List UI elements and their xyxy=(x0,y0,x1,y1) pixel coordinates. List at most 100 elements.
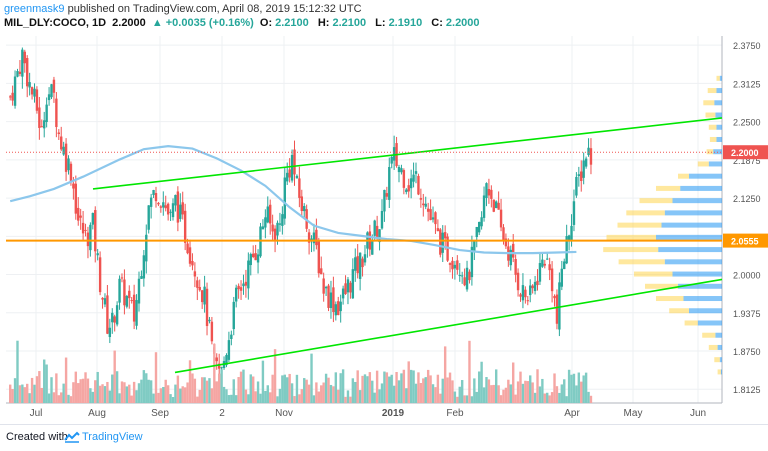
candle-body xyxy=(341,288,345,299)
volume-bar xyxy=(21,384,24,403)
candle-body xyxy=(419,198,423,200)
volume-bar xyxy=(79,379,82,403)
volume-bar xyxy=(322,382,325,403)
volume-bar xyxy=(205,380,209,403)
author-link[interactable]: greenmask9 xyxy=(4,3,65,15)
volume-bar xyxy=(463,395,466,403)
volume-bar xyxy=(111,374,114,403)
volume-bar xyxy=(584,372,588,403)
volume-bar xyxy=(526,381,529,403)
chart-canvas[interactable]: 2.37502.31252.25002.18752.12502.06252.00… xyxy=(0,0,768,424)
candle-body xyxy=(135,300,138,326)
volume-bar xyxy=(529,375,532,403)
candle-body xyxy=(584,158,588,167)
y-tick-label: 2.3125 xyxy=(733,79,761,89)
volume-bar xyxy=(563,379,566,403)
volume-profile-bar-down xyxy=(626,210,665,216)
volume-bar xyxy=(305,379,308,403)
candle-body xyxy=(310,238,313,240)
volume-bar xyxy=(412,370,415,403)
volume-bar xyxy=(96,371,99,403)
candle-body xyxy=(249,254,252,266)
candle-body xyxy=(94,210,97,252)
open-value: 2.2100 xyxy=(275,17,309,29)
volume-bar xyxy=(11,389,14,403)
candle-body xyxy=(16,71,19,77)
volume-bar xyxy=(344,396,347,403)
volume-bar xyxy=(507,379,510,403)
volume-bar xyxy=(147,379,150,403)
candle-body xyxy=(62,146,65,155)
tradingview-link[interactable]: TradingView xyxy=(82,431,143,443)
volume-bar xyxy=(115,371,119,403)
candle-body xyxy=(220,367,223,369)
volume-bar xyxy=(208,378,211,403)
volume-bar xyxy=(269,392,272,403)
volume-bar xyxy=(332,386,335,403)
candle-body xyxy=(186,243,189,254)
volume-bar xyxy=(249,374,252,403)
candle-body xyxy=(179,204,182,219)
symbol-label[interactable]: MIL_DLY:COCO, 1D xyxy=(4,17,107,29)
candle-body xyxy=(458,275,461,277)
volume-bar xyxy=(409,369,413,403)
volume-bar xyxy=(303,378,306,403)
candle-body xyxy=(453,264,457,269)
candle-body xyxy=(485,183,488,199)
last-price: 2.2000 xyxy=(112,17,146,29)
candle-body xyxy=(390,156,393,164)
candle-body xyxy=(154,193,158,202)
candle-body xyxy=(400,168,403,173)
volume-profile-bar-down xyxy=(678,173,689,179)
candle-body xyxy=(490,189,493,199)
candle-body xyxy=(567,235,571,241)
candle-body xyxy=(191,261,194,266)
candle-body xyxy=(417,175,420,195)
y-tick-label: 2.1250 xyxy=(733,194,761,204)
volume-bar xyxy=(159,388,163,403)
volume-profile-bar-down xyxy=(706,149,714,155)
ohlc-legend: MIL_DLY:COCO, 1D 2.2000 ▲ +0.0035 (+0.16%… xyxy=(4,17,486,29)
volume-profile-bar-down xyxy=(618,259,665,265)
volume-bar xyxy=(407,361,410,403)
volume-bar xyxy=(417,372,420,403)
volume-profile-bar-down xyxy=(656,185,681,191)
candle-body xyxy=(35,89,39,111)
candle-body xyxy=(38,107,41,128)
candle-body xyxy=(344,283,347,295)
volume-profile-bar-up xyxy=(715,112,722,118)
volume-profile-bar-up xyxy=(672,271,722,277)
volume-profile-bar-up xyxy=(678,283,722,289)
level-price-badge xyxy=(723,233,768,248)
volume-bar xyxy=(13,378,17,403)
volume-profile-bar-down xyxy=(709,136,717,142)
candle-body xyxy=(475,226,478,238)
candle-body xyxy=(264,217,267,228)
volume-bar xyxy=(419,383,423,403)
candle-body xyxy=(351,269,355,299)
volume-bar xyxy=(118,393,121,403)
volume-bar xyxy=(120,381,124,403)
candle-body xyxy=(405,189,408,193)
x-tick-label: Nov xyxy=(275,408,293,419)
volume-bar xyxy=(26,383,29,403)
volume-bar xyxy=(57,395,60,403)
candle-body xyxy=(9,96,12,98)
candle-body xyxy=(460,275,464,277)
price-chart[interactable]: 2.37502.31252.25002.18752.12502.06252.00… xyxy=(0,0,768,424)
volume-bar xyxy=(47,393,51,403)
volume-profile-bar-up xyxy=(716,124,722,130)
volume-profile-bar-down xyxy=(708,344,718,350)
candle-body xyxy=(261,226,265,230)
volume-bar xyxy=(492,384,495,403)
candle-body xyxy=(77,207,80,221)
volume-bar xyxy=(215,381,218,403)
volume-bar xyxy=(587,391,590,403)
candle-body xyxy=(448,263,452,265)
volume-bar xyxy=(50,377,53,403)
volume-bar xyxy=(516,381,520,403)
candle-body xyxy=(354,257,357,271)
candle-body xyxy=(140,276,143,279)
volume-bar xyxy=(130,395,133,403)
candle-body xyxy=(21,49,24,77)
